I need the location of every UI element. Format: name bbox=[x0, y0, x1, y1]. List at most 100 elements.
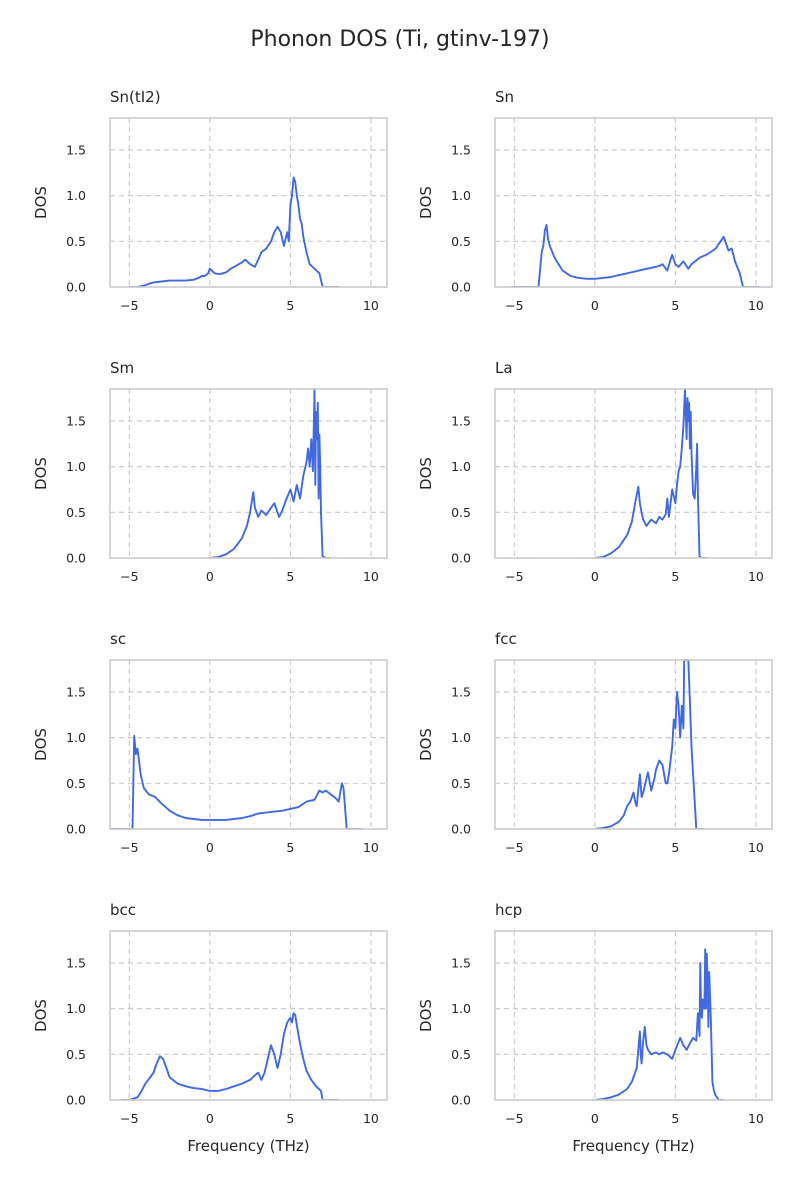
subplot-7: hcp −5 0 5 10 0.0 0.5 1.0 1.5 DOS Frequency (THz) bbox=[417, 901, 773, 1155]
axes-frame bbox=[494, 930, 773, 1101]
axes-frame bbox=[109, 388, 388, 559]
y-tick-label: 0.0 bbox=[66, 1093, 86, 1108]
dos-series-line bbox=[110, 734, 363, 829]
y-tick-label: 0.5 bbox=[66, 1047, 86, 1062]
x-axis-label: Frequency (THz) bbox=[187, 1137, 309, 1155]
y-axis-label: DOS bbox=[32, 186, 50, 219]
y-tick-label: 1.0 bbox=[451, 459, 471, 474]
y-tick-label: 0.5 bbox=[451, 505, 471, 520]
subplot-title: Sn bbox=[495, 88, 514, 106]
y-axis-label: DOS bbox=[32, 728, 50, 761]
x-tick-label: 10 bbox=[748, 840, 764, 855]
x-tick-label: 10 bbox=[363, 1111, 379, 1126]
y-axis-label: DOS bbox=[417, 186, 435, 219]
y-tick-label: 0.5 bbox=[451, 1047, 471, 1062]
y-tick-label: 0.0 bbox=[66, 822, 86, 837]
x-tick-label: 10 bbox=[363, 569, 379, 584]
subplot-5: fcc −5 0 5 10 0.0 0.5 1.0 1.5 DOS bbox=[417, 630, 773, 855]
x-tick-label: 10 bbox=[748, 298, 764, 313]
y-tick-label: 1.5 bbox=[451, 413, 471, 428]
x-tick-label: −5 bbox=[505, 840, 523, 855]
subplot-title: La bbox=[495, 359, 513, 377]
dos-series-line bbox=[121, 1012, 339, 1100]
dos-series-line bbox=[594, 659, 705, 829]
x-tick-label: −5 bbox=[505, 1111, 523, 1126]
x-tick-label: 5 bbox=[286, 298, 294, 313]
subplot-2: Sm −5 0 5 10 0.0 0.5 1.0 1.5 DOS bbox=[32, 359, 388, 584]
x-tick-label: 0 bbox=[591, 840, 599, 855]
x-tick-label: −5 bbox=[505, 298, 523, 313]
y-tick-label: 1.0 bbox=[451, 730, 471, 745]
y-tick-label: 1.0 bbox=[451, 1001, 471, 1016]
x-tick-label: 5 bbox=[671, 840, 679, 855]
dos-series-line bbox=[511, 223, 760, 287]
x-tick-label: 10 bbox=[748, 569, 764, 584]
y-tick-label: 1.5 bbox=[66, 413, 86, 428]
x-tick-label: −5 bbox=[120, 1111, 138, 1126]
y-tick-label: 0.5 bbox=[451, 234, 471, 249]
x-axis-label: Frequency (THz) bbox=[572, 1137, 694, 1155]
x-tick-label: 5 bbox=[286, 840, 294, 855]
subplot-title: Sn(tI2) bbox=[110, 88, 161, 106]
dos-series-line bbox=[209, 388, 331, 558]
dos-series-line bbox=[594, 948, 724, 1100]
figure-title: Phonon DOS (Ti, gtinv-197) bbox=[250, 27, 549, 52]
y-axis-label: DOS bbox=[417, 728, 435, 761]
y-tick-label: 1.5 bbox=[66, 684, 86, 699]
subplot-0: Sn(tI2) −5 0 5 10 0.0 0.5 1.0 1.5 DOS bbox=[32, 88, 388, 313]
y-tick-label: 1.5 bbox=[451, 684, 471, 699]
x-tick-label: −5 bbox=[120, 840, 138, 855]
y-tick-label: 0.5 bbox=[451, 776, 471, 791]
axes-frame bbox=[494, 659, 773, 830]
axes-frame bbox=[494, 388, 773, 559]
x-tick-label: −5 bbox=[120, 569, 138, 584]
subplot-title: sc bbox=[110, 630, 126, 648]
y-tick-label: 0.0 bbox=[66, 551, 86, 566]
y-axis-label: DOS bbox=[417, 457, 435, 490]
y-tick-label: 1.0 bbox=[66, 730, 86, 745]
y-tick-label: 0.5 bbox=[66, 234, 86, 249]
x-tick-label: −5 bbox=[120, 298, 138, 313]
subplot-1: Sn −5 0 5 10 0.0 0.5 1.0 1.5 DOS bbox=[417, 88, 773, 313]
dos-series-line bbox=[594, 388, 708, 558]
x-tick-label: 0 bbox=[591, 569, 599, 584]
x-tick-label: 10 bbox=[363, 298, 379, 313]
y-tick-label: 0.0 bbox=[66, 280, 86, 295]
axes-frame bbox=[109, 659, 388, 830]
y-tick-label: 0.0 bbox=[451, 822, 471, 837]
subplot-title: fcc bbox=[495, 630, 517, 648]
y-tick-label: 1.5 bbox=[66, 142, 86, 157]
y-tick-label: 1.0 bbox=[66, 1001, 86, 1016]
axes-frame bbox=[109, 930, 388, 1101]
x-tick-label: 0 bbox=[206, 569, 214, 584]
y-axis-label: DOS bbox=[32, 999, 50, 1032]
subplot-title: hcp bbox=[495, 901, 522, 919]
dos-series-line bbox=[129, 176, 339, 287]
subplot-6: bcc −5 0 5 10 0.0 0.5 1.0 1.5 DOS Frequency (THz) bbox=[32, 901, 388, 1155]
subplot-title: Sm bbox=[110, 359, 134, 377]
y-axis-label: DOS bbox=[417, 999, 435, 1032]
y-tick-label: 0.0 bbox=[451, 551, 471, 566]
x-tick-label: 5 bbox=[671, 1111, 679, 1126]
subplot-3: La −5 0 5 10 0.0 0.5 1.0 1.5 DOS bbox=[417, 359, 773, 584]
y-axis-label: DOS bbox=[32, 457, 50, 490]
x-tick-label: 0 bbox=[206, 1111, 214, 1126]
axes-frame bbox=[494, 117, 773, 288]
y-tick-label: 1.0 bbox=[66, 459, 86, 474]
x-tick-label: 0 bbox=[206, 840, 214, 855]
x-tick-label: 0 bbox=[206, 298, 214, 313]
y-tick-label: 1.5 bbox=[66, 955, 86, 970]
x-tick-label: 10 bbox=[363, 840, 379, 855]
y-tick-label: 0.0 bbox=[451, 280, 471, 295]
y-tick-label: 1.5 bbox=[451, 142, 471, 157]
x-tick-label: 0 bbox=[591, 298, 599, 313]
y-tick-label: 0.5 bbox=[66, 776, 86, 791]
x-tick-label: 0 bbox=[591, 1111, 599, 1126]
axes-frame bbox=[109, 117, 388, 288]
y-tick-label: 1.0 bbox=[451, 188, 471, 203]
y-tick-label: 0.5 bbox=[66, 505, 86, 520]
x-tick-label: 5 bbox=[286, 569, 294, 584]
x-tick-label: −5 bbox=[505, 569, 523, 584]
